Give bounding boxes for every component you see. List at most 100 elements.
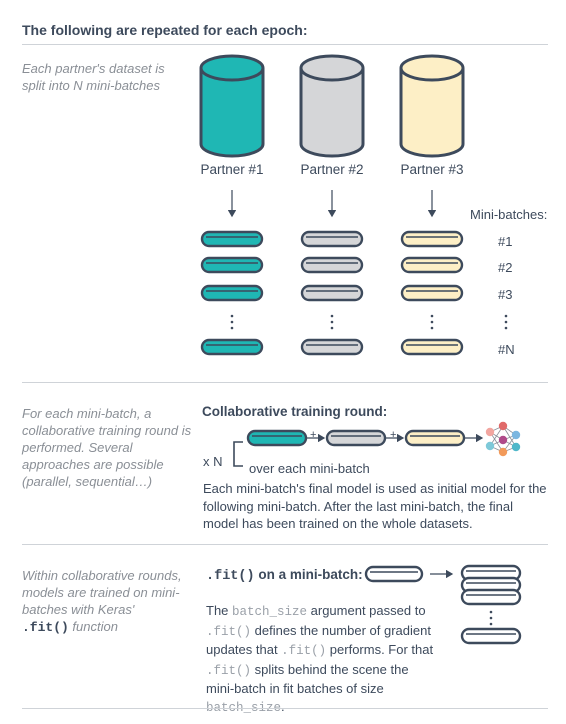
net-node-1	[485, 427, 495, 437]
partner-1-batch-2	[200, 256, 264, 274]
fit-dots-2	[489, 616, 493, 620]
partner-2-cylinder	[299, 54, 365, 158]
partner-3-batch-n-shape	[400, 338, 464, 356]
plus-2: +	[390, 429, 397, 441]
fit-dots-3	[489, 622, 493, 626]
partner-2-batch-n-shape	[300, 338, 364, 356]
partner-1-batch-3	[200, 284, 264, 302]
minibatch-label-2: #2	[498, 260, 513, 275]
partner-2-dots-1	[330, 314, 334, 318]
fit-batch-3	[460, 588, 522, 606]
fit-minibatch-disk-shape	[364, 565, 424, 583]
partner-3-batch-3	[400, 284, 464, 302]
partner-1-batch-1-shape	[200, 230, 264, 248]
partner-1-cylinder-top	[199, 54, 265, 82]
side-fit-code: .fit()	[22, 620, 69, 635]
side-note-round: For each mini-batch, a collaborative tra…	[22, 406, 192, 489]
x-n-label: x N	[203, 454, 223, 469]
round-disk-1-shape	[246, 429, 308, 447]
partner-2-cylinder-top	[299, 54, 365, 82]
fit-text-5: splits behind the scene the mini-batch i…	[206, 661, 409, 697]
partner-3-batch-1-shape	[400, 230, 464, 248]
partner-3-dots-2	[430, 320, 434, 324]
side-fit-suffix: function	[68, 619, 118, 634]
partner-2-batch-1	[300, 230, 364, 248]
fit-batch-3-shape	[460, 588, 522, 606]
side-note-split: Each partner's dataset is split into N m…	[22, 61, 165, 93]
fit-text-2: argument passed to	[307, 603, 426, 618]
fit-batch-2	[460, 576, 522, 594]
fit-batch-1	[460, 564, 522, 582]
fit-code-3: .fit()	[281, 644, 327, 658]
fit-text-3: defines the number of gradient updates t…	[206, 622, 431, 658]
side-note-fit: Within collaborative rounds, models are …	[22, 567, 182, 636]
fit-text-6: .	[281, 698, 285, 714]
partner-3-batch-n	[400, 338, 464, 356]
net-node-2	[485, 441, 495, 451]
partner-2-batch-2-shape	[300, 256, 364, 274]
round-diagram	[233, 429, 484, 467]
partner-2-cylinder-body	[299, 68, 365, 158]
divider-bottom	[22, 708, 548, 709]
round-disk-3	[404, 429, 466, 447]
partner-2-batch-2	[300, 256, 364, 274]
partner-1-dots-1	[230, 314, 234, 318]
fit-text-1: The	[206, 603, 233, 618]
partner-3-batch-3-shape	[400, 284, 464, 302]
divider-top	[22, 44, 548, 45]
partner-2-batch-3	[300, 284, 364, 302]
fit-code-4: .fit()	[206, 663, 252, 678]
fit-batch-last	[460, 627, 522, 645]
round-title: Collaborative training round:	[202, 404, 388, 419]
partner-3-dots-1	[430, 314, 434, 318]
minibatch-disks	[200, 230, 508, 356]
partner-1-dots-3	[230, 326, 234, 330]
partner-1-batch-1	[200, 230, 264, 248]
partner-1-batch-n	[200, 338, 264, 356]
arrows	[227, 190, 437, 218]
net-node-5	[498, 447, 508, 457]
partner-2-dots-3	[330, 326, 334, 330]
fit-dots-1	[489, 610, 493, 614]
fit-title-text: on a mini-batch:	[254, 567, 363, 582]
side-fit-text: Within collaborative rounds, models are …	[22, 568, 182, 617]
partner-3-dots-3	[430, 326, 434, 330]
partner-1-dots-2	[230, 320, 234, 324]
net-node-4	[498, 435, 508, 445]
minibatch-label-dots-2	[504, 320, 508, 324]
partner-2-batch-1-shape	[300, 230, 364, 248]
partner-3-batch-2-shape	[400, 256, 464, 274]
partner-1-batch-3-shape	[200, 284, 264, 302]
partner-3-batch-1	[400, 230, 464, 248]
partner-3-batch-2	[400, 256, 464, 274]
minibatch-label-3: #3	[498, 287, 513, 302]
fit-minibatch-disk	[364, 565, 424, 583]
net-node-3	[498, 421, 508, 431]
fit-diagram	[364, 564, 522, 645]
bracket	[233, 441, 243, 467]
partner-2-label: Partner #2	[300, 162, 364, 177]
fit-batch-last-shape	[460, 627, 522, 645]
partner-1-label: Partner #1	[200, 162, 264, 177]
divider-1	[22, 382, 548, 383]
fit-description: The batch_size argument passed to .fit()…	[206, 602, 434, 717]
minibatch-label-1: #1	[498, 234, 513, 249]
partner-3-label: Partner #3	[400, 162, 464, 177]
partner-2-batch-3-shape	[300, 284, 364, 302]
fit-title: .fit() on a mini-batch:	[206, 567, 363, 584]
partner-3-cylinder-top	[399, 54, 465, 82]
partner-2-batch-n	[300, 338, 364, 356]
partner-1-batch-2-shape	[200, 256, 264, 274]
fit-code-1: batch_size	[232, 605, 308, 619]
round-disk-3-shape	[404, 429, 466, 447]
divider-2	[22, 544, 548, 545]
neural-network-icon	[485, 421, 521, 457]
fit-text-4: performs. For that	[326, 642, 434, 657]
partner-cylinders	[199, 54, 465, 158]
fit-title-code: .fit()	[206, 569, 255, 584]
net-node-7	[511, 442, 521, 452]
minibatch-label-dots-3	[504, 326, 508, 330]
minibatch-label-dots-1	[504, 314, 508, 318]
minibatches-title: Mini-batches:	[470, 207, 548, 222]
